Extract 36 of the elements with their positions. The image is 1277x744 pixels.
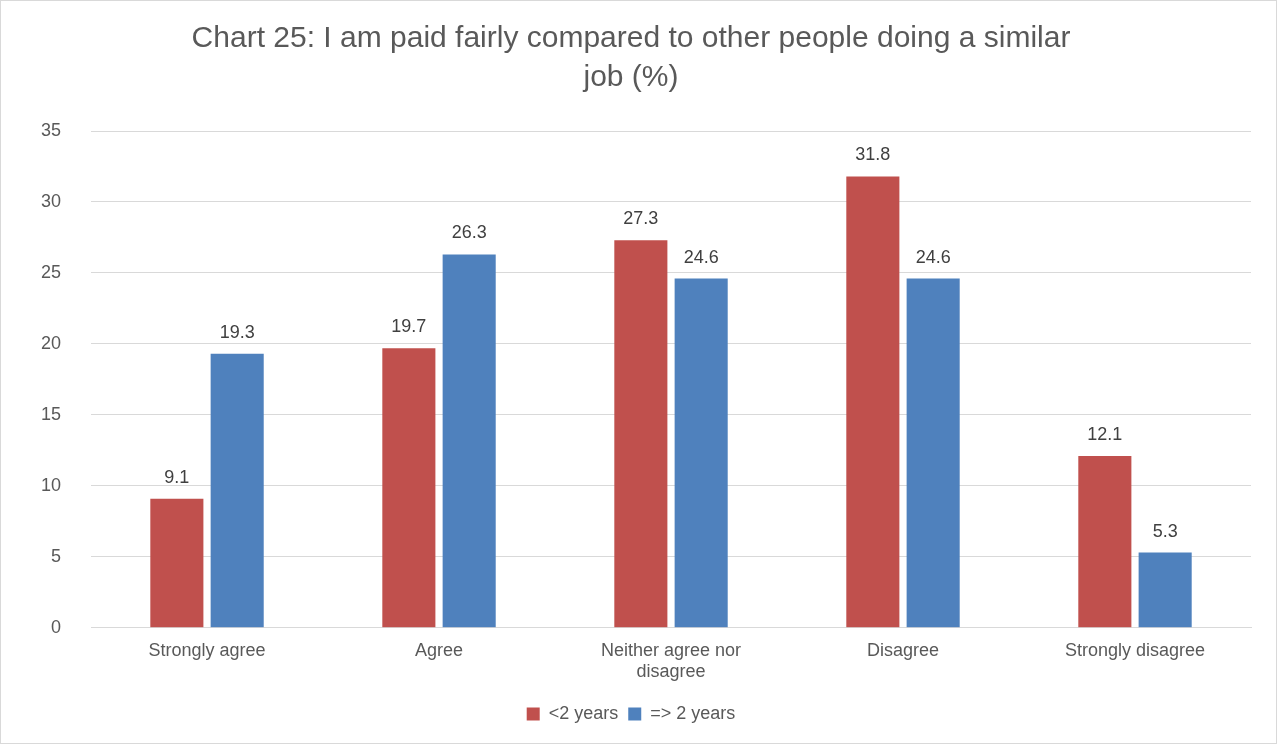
data-label: 19.3	[219, 321, 255, 342]
y-tick-label: 10	[40, 474, 62, 495]
x-tick-label: Neither agree nor disagree	[600, 639, 742, 682]
y-tick-label: 25	[40, 261, 62, 282]
data-label: 31.8	[855, 144, 891, 165]
x-tick-label: Disagree	[866, 639, 940, 660]
legend-label: <2 years	[548, 702, 619, 723]
y-tick-label: 35	[40, 119, 62, 140]
bar	[1078, 456, 1132, 628]
bar	[442, 254, 496, 628]
data-label: 24.6	[683, 246, 719, 267]
bar	[382, 348, 436, 628]
legend-label: => 2 years	[650, 702, 736, 723]
bar	[906, 278, 960, 628]
data-label: 27.3	[623, 208, 659, 229]
y-tick-label: 5	[51, 545, 62, 566]
x-tick-label: Agree	[414, 639, 464, 660]
y-tick-label: 20	[40, 332, 62, 353]
x-tick-label: Strongly agree	[148, 639, 266, 660]
data-label: 12.1	[1087, 424, 1123, 445]
y-tick-label: 0	[51, 616, 62, 637]
bar	[846, 176, 900, 628]
chart-title: Chart 25: I am paid fairly compared to other people doing a similar job (%)	[191, 19, 1071, 92]
bar	[210, 353, 264, 628]
y-tick-label: 15	[40, 403, 62, 424]
bar	[150, 498, 204, 628]
bar	[614, 240, 668, 628]
y-tick-label: 30	[40, 190, 62, 211]
data-label: 9.1	[164, 466, 190, 487]
x-tick-label: Strongly disagree	[1064, 639, 1206, 660]
data-label: 24.6	[915, 246, 951, 267]
data-label: 19.7	[391, 316, 427, 337]
data-label: 5.3	[1152, 520, 1178, 541]
bar	[674, 278, 728, 628]
bar	[1138, 552, 1192, 628]
data-label: 26.3	[451, 222, 487, 243]
